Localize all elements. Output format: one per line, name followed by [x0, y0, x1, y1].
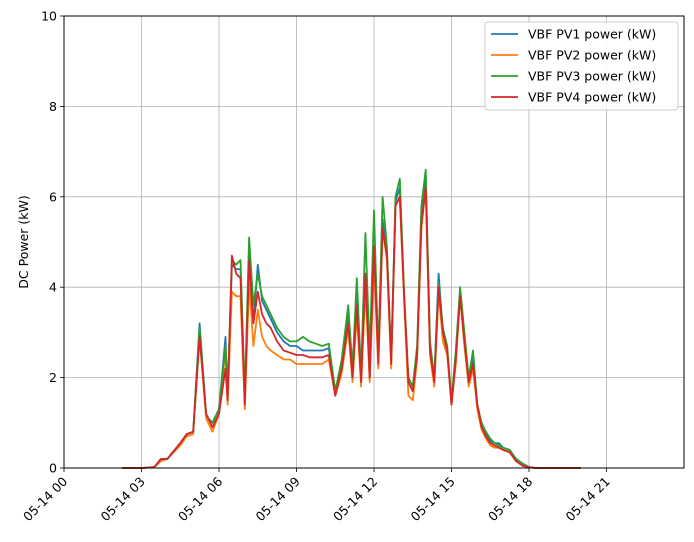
x-tick-label: 05-14 09	[253, 474, 303, 524]
y-tick-label: 8	[49, 99, 57, 114]
series-line-pv4	[122, 186, 581, 469]
y-tick-label: 4	[49, 280, 57, 295]
legend-label: VBF PV3 power (kW)	[528, 69, 656, 84]
y-axis: 0 2 4 6 8 10	[41, 9, 64, 476]
y-axis-label: DC Power (kW)	[16, 195, 31, 288]
x-tick-label: 05-14 00	[20, 474, 70, 524]
series-line-pv2	[122, 186, 581, 469]
x-axis: 05-14 00 05-14 03 05-14 06 05-14 09 05-14 12…	[20, 468, 613, 524]
x-tick-label: 05-14 06	[175, 474, 225, 524]
legend-label: VBF PV2 power (kW)	[528, 48, 656, 63]
series-line-pv3	[122, 168, 581, 469]
x-tick-label: 05-14 18	[485, 474, 535, 524]
series-lines	[122, 168, 581, 469]
legend-box	[484, 21, 679, 111]
x-tick-label: 05-14 21	[563, 474, 613, 524]
y-tick-label: 6	[49, 189, 57, 204]
legend-label: VBF PV4 power (kW)	[528, 90, 656, 105]
y-tick-label: 0	[49, 461, 57, 476]
y-tick-label: 2	[49, 370, 57, 385]
x-tick-label: 05-14 03	[98, 474, 148, 524]
y-tick-label: 10	[41, 9, 57, 24]
x-tick-label: 05-14 15	[408, 474, 458, 524]
legend-label: VBF PV1 power (kW)	[528, 27, 656, 42]
x-tick-label: 05-14 12	[330, 474, 380, 524]
series-line-pv1	[122, 173, 581, 469]
legend: VBF PV1 power (kW) VBF PV2 power (kW) VBF …	[484, 21, 679, 111]
